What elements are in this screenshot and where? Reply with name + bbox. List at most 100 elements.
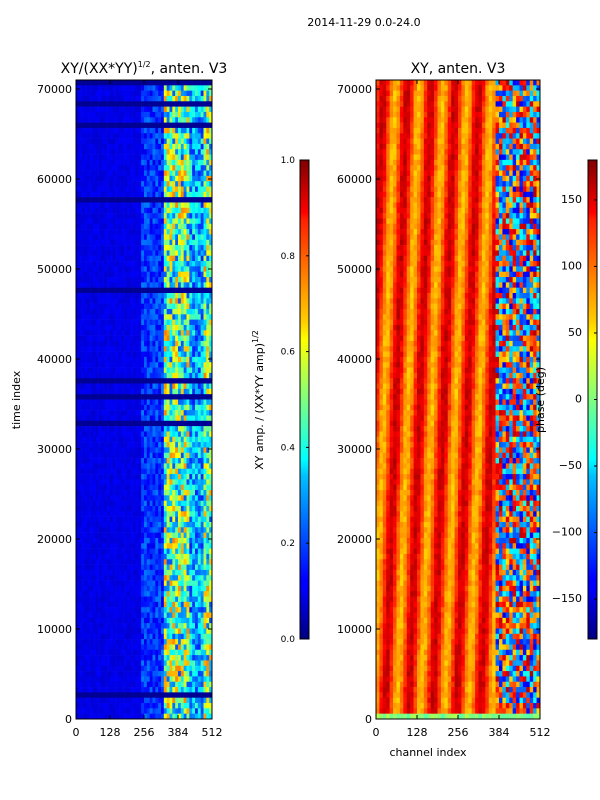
amplitude-cell	[81, 106, 85, 113]
amplitude-cell	[115, 181, 119, 187]
amplitude-cell	[141, 207, 145, 214]
amplitude-cell	[76, 181, 80, 187]
amplitude-cell	[129, 431, 133, 438]
amplitude-cell	[110, 537, 114, 544]
amplitude-cell	[146, 90, 150, 97]
amplitude-cell	[206, 197, 210, 203]
amplitude-cell	[197, 564, 201, 571]
amplitude-cell	[189, 186, 193, 193]
amplitude-cell	[152, 431, 156, 438]
amplitude-cell	[110, 282, 114, 288]
amplitude-cell	[158, 218, 162, 225]
amplitude-cell	[95, 527, 99, 533]
amplitude-cell	[87, 213, 91, 219]
amplitude-cell	[166, 431, 170, 438]
amplitude-cell	[118, 181, 122, 187]
amplitude-cell	[104, 133, 108, 139]
amplitude-cell	[155, 511, 159, 517]
amplitude-cell	[178, 591, 182, 597]
amplitude-cell	[76, 516, 80, 523]
amplitude-cell	[197, 527, 201, 533]
amplitude-cell	[95, 271, 99, 278]
amplitude-cell	[124, 170, 128, 177]
amplitude-cell	[101, 218, 105, 225]
amplitude-cell	[200, 106, 204, 113]
amplitude-cell	[186, 106, 190, 113]
amplitude-cell	[152, 543, 156, 549]
amplitude-cell	[197, 90, 201, 97]
amplitude-cell	[192, 207, 196, 214]
amplitude-cell	[155, 452, 159, 459]
amplitude-cell	[104, 293, 108, 299]
amplitude-cell	[127, 303, 131, 310]
amplitude-cell	[81, 308, 85, 315]
amplitude-cell	[135, 207, 139, 214]
amplitude-cell	[129, 223, 133, 230]
amplitude-cell	[192, 490, 196, 496]
amplitude-cell	[169, 106, 173, 113]
amplitude-cell	[175, 356, 179, 363]
amplitude-cell	[203, 250, 207, 257]
amplitude-cell	[192, 601, 196, 608]
amplitude-cell	[149, 287, 153, 294]
amplitude-cell	[93, 617, 97, 624]
amplitude-cell	[121, 117, 125, 123]
amplitude-cell	[132, 506, 136, 512]
amplitude-cell	[107, 431, 111, 438]
amplitude-cell	[87, 404, 91, 411]
amplitude-cell	[166, 255, 170, 262]
amplitude-cell	[93, 564, 97, 571]
amplitude-cell	[180, 234, 184, 241]
amplitude-cell	[101, 410, 105, 416]
amplitude-cell	[132, 474, 136, 480]
amplitude-cell	[155, 362, 159, 368]
amplitude-cell	[141, 420, 145, 427]
amplitude-cell	[200, 80, 204, 86]
amplitude-cell	[192, 506, 196, 512]
amplitude-cell	[192, 404, 196, 411]
amplitude-cell	[93, 527, 97, 533]
amplitude-cell	[87, 591, 91, 597]
amplitude-cell	[161, 287, 165, 294]
amplitude-cell	[209, 239, 212, 246]
amplitude-cell	[95, 394, 99, 400]
amplitude-cell	[189, 596, 193, 603]
amplitude-cell	[152, 90, 156, 97]
amplitude-cell	[95, 319, 99, 326]
amplitude-cell	[186, 154, 190, 161]
amplitude-cell	[95, 90, 99, 97]
amplitude-cell	[101, 474, 105, 480]
amplitude-cell	[149, 106, 153, 113]
amplitude-cell	[183, 106, 187, 113]
amplitude-cell	[152, 351, 156, 358]
amplitude-cell	[166, 362, 170, 368]
amplitude-cell	[192, 532, 196, 539]
amplitude-cell	[78, 207, 82, 214]
amplitude-cell	[178, 143, 182, 150]
amplitude-cell	[178, 218, 182, 225]
amplitude-cell	[197, 378, 201, 384]
amplitude-cell	[189, 527, 193, 533]
amplitude-cell	[127, 506, 131, 512]
amplitude-cell	[107, 245, 111, 251]
amplitude-cell	[169, 495, 173, 501]
amplitude-cell	[149, 138, 153, 145]
amplitude-cell	[149, 111, 153, 118]
amplitude-cell	[110, 607, 114, 613]
amplitude-cell	[118, 490, 122, 496]
amplitude-cell	[146, 324, 150, 331]
amplitude-cell	[107, 138, 111, 145]
amplitude-cell	[149, 596, 153, 603]
amplitude-cell	[84, 234, 88, 241]
amplitude-cell	[152, 218, 156, 225]
amplitude-cell	[101, 495, 105, 501]
amplitude-cell	[178, 617, 182, 624]
amplitude-cell	[78, 388, 82, 395]
amplitude-cell	[178, 458, 182, 464]
amplitude-cell	[178, 442, 182, 448]
amplitude-cell	[135, 308, 139, 315]
amplitude-cell	[192, 287, 196, 294]
amplitude-cell	[84, 490, 88, 496]
amplitude-cell	[169, 463, 173, 470]
amplitude-cell	[180, 255, 184, 262]
